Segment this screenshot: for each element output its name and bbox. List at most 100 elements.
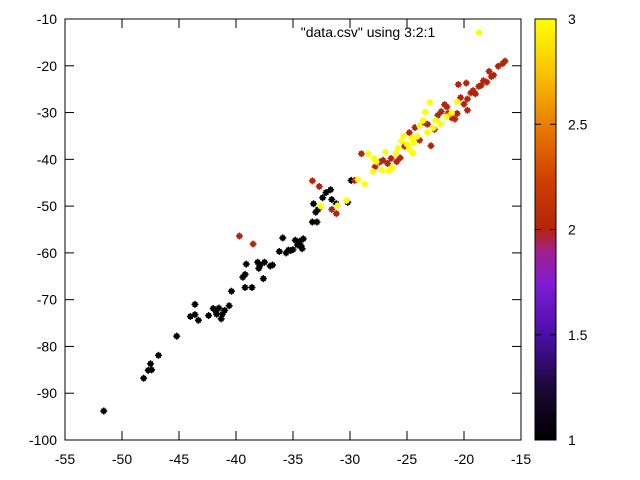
data-point [194, 316, 202, 324]
data-point [501, 57, 509, 65]
data-point [490, 71, 498, 79]
data-point [397, 137, 405, 145]
data-point [328, 196, 336, 204]
data-point [249, 240, 257, 248]
data-point [393, 158, 401, 166]
data-point [451, 115, 459, 123]
data-points [100, 29, 509, 415]
data-point [396, 154, 404, 162]
plot-frame [64, 18, 522, 441]
data-point [298, 245, 306, 253]
data-point [454, 80, 462, 88]
colorbar-tick-label: 1.5 [568, 327, 588, 343]
data-point [475, 29, 483, 37]
data-point [235, 232, 243, 240]
data-point [327, 186, 335, 194]
x-tick-label: -15 [511, 451, 531, 467]
data-point [332, 210, 340, 218]
y-tick-label: -10 [37, 11, 57, 27]
data-point [279, 234, 287, 242]
data-point [369, 167, 377, 175]
data-point [259, 275, 267, 283]
data-point [140, 374, 148, 382]
data-point [413, 132, 421, 140]
y-tick-label: -90 [37, 385, 57, 401]
data-point [361, 180, 369, 188]
data-point [227, 287, 235, 295]
data-point [381, 148, 389, 156]
x-axis-ticks: -55 -50 -45 -40 -35 -30 -25 -20 -15 [55, 19, 531, 467]
data-point [409, 149, 417, 157]
data-point [424, 128, 432, 136]
plot-border [64, 18, 522, 441]
colorbar-ticks: 1 1.5 2 2.5 3 [535, 11, 588, 448]
data-point [148, 366, 156, 374]
legend-label: "data.csv" using 3:2:1 [301, 24, 436, 40]
data-point [333, 202, 341, 210]
colorbar-tick-label: 3 [568, 11, 576, 27]
data-point [322, 189, 330, 197]
data-point [457, 94, 465, 102]
y-tick-label: -80 [37, 338, 57, 354]
y-tick-label: -70 [37, 292, 57, 308]
data-point [410, 138, 418, 146]
colorbar-tick-label: 1 [568, 432, 576, 448]
data-point [463, 95, 471, 103]
data-point [447, 109, 455, 117]
data-point [387, 154, 395, 162]
colorbar-tick-label: 2 [568, 222, 576, 238]
y-axis-ticks: -100 -90 -80 -70 -60 -50 -40 -30 -20 -10 [29, 11, 521, 448]
data-point [460, 100, 468, 108]
y-tick-label: -60 [37, 245, 57, 261]
data-point [471, 90, 479, 98]
data-point [205, 312, 213, 320]
data-point [241, 284, 249, 292]
y-tick-label: -20 [37, 58, 57, 74]
data-point [241, 270, 249, 278]
data-point [384, 160, 392, 168]
data-point [463, 106, 471, 114]
data-point [328, 205, 336, 213]
data-point [242, 260, 250, 268]
data-point [100, 407, 108, 415]
data-point [147, 360, 154, 368]
data-point [405, 145, 413, 153]
data-point [191, 311, 199, 319]
data-point [462, 79, 470, 87]
data-point [343, 196, 351, 204]
data-point [215, 304, 223, 312]
data-point [261, 258, 268, 266]
x-tick-label: -55 [55, 451, 75, 467]
data-point [364, 150, 372, 158]
data-point [405, 129, 413, 137]
data-point [429, 124, 437, 132]
data-point [275, 247, 283, 255]
x-tick-label: -35 [283, 451, 303, 467]
y-tick-label: -100 [29, 432, 57, 448]
data-point [443, 113, 451, 121]
data-point [191, 300, 199, 308]
data-point [319, 194, 327, 202]
y-tick-label: -50 [37, 198, 57, 214]
data-point [419, 117, 427, 125]
data-point [432, 116, 439, 124]
data-point [424, 120, 432, 128]
data-point [357, 150, 365, 158]
data-point [416, 122, 424, 130]
data-point [268, 261, 276, 269]
data-point [392, 150, 400, 158]
x-tick-label: -25 [397, 451, 417, 467]
data-point [394, 144, 402, 152]
data-point [299, 235, 307, 243]
data-point [308, 177, 316, 185]
data-point [248, 284, 256, 292]
data-point [173, 332, 181, 340]
data-point [453, 98, 461, 106]
data-point [426, 98, 434, 106]
data-point [315, 182, 323, 190]
data-point [221, 306, 229, 314]
x-tick-label: -20 [454, 451, 474, 467]
data-point [354, 175, 362, 183]
data-point [427, 142, 435, 150]
